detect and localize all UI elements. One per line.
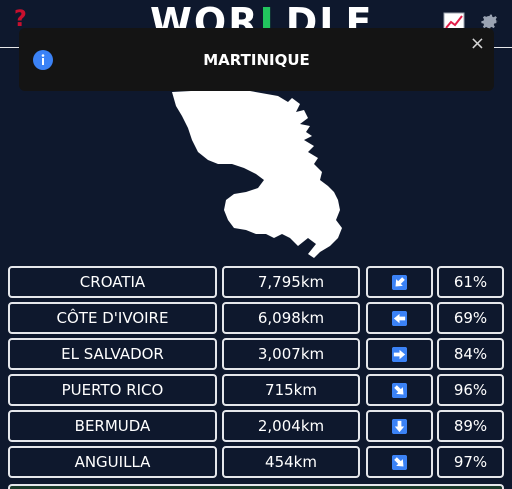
close-icon[interactable]: × — [469, 33, 485, 54]
gear-icon[interactable] — [477, 10, 501, 34]
next-guess-row — [8, 484, 504, 489]
guess-direction — [366, 302, 433, 334]
guess-distance: 715km — [222, 374, 360, 406]
guess-list: CROATIA 7,795km 61% CÔTE D'IVOIRE 6,098km 69%… — [8, 266, 504, 482]
guess-proximity: 97% — [437, 446, 504, 478]
guess-row: PUERTO RICO 715km 96% — [8, 374, 504, 406]
guess-proximity: 61% — [437, 266, 504, 298]
guess-country: PUERTO RICO — [8, 374, 217, 406]
guess-distance: 6,098km — [222, 302, 360, 334]
guess-row: EL SALVADOR 3,007km 84% — [8, 338, 504, 370]
info-icon — [33, 50, 53, 70]
guess-country: BERMUDA — [8, 410, 217, 442]
direction-arrow-icon — [392, 310, 407, 326]
help-icon[interactable]: ? — [14, 7, 27, 32]
guess-proximity: 84% — [437, 338, 504, 370]
country-map — [172, 90, 342, 258]
guess-row: BERMUDA 2,004km 89% — [8, 410, 504, 442]
guess-country: EL SALVADOR — [8, 338, 217, 370]
guess-direction — [366, 374, 433, 406]
guess-row: CÔTE D'IVOIRE 6,098km 69% — [8, 302, 504, 334]
guess-proximity: 89% — [437, 410, 504, 442]
guess-row: CROATIA 7,795km 61% — [8, 266, 504, 298]
direction-arrow-icon — [392, 274, 407, 290]
guess-direction — [366, 338, 433, 370]
direction-arrow-icon — [392, 382, 407, 398]
guess-country: CÔTE D'IVOIRE — [8, 302, 217, 334]
direction-arrow-icon — [392, 418, 407, 434]
guess-direction — [366, 446, 433, 478]
toast: MARTINIQUE × — [19, 28, 494, 91]
guess-distance: 454km — [222, 446, 360, 478]
guess-distance: 7,795km — [222, 266, 360, 298]
guess-row: ANGUILLA 454km 97% — [8, 446, 504, 478]
guess-distance: 2,004km — [222, 410, 360, 442]
guess-country: ANGUILLA — [8, 446, 217, 478]
guess-proximity: 96% — [437, 374, 504, 406]
toast-title: MARTINIQUE — [203, 51, 310, 69]
guess-direction — [366, 266, 433, 298]
guess-country: CROATIA — [8, 266, 217, 298]
guess-proximity: 69% — [437, 302, 504, 334]
direction-arrow-icon — [392, 346, 407, 362]
guess-direction — [366, 410, 433, 442]
direction-arrow-icon — [392, 454, 407, 470]
guess-distance: 3,007km — [222, 338, 360, 370]
